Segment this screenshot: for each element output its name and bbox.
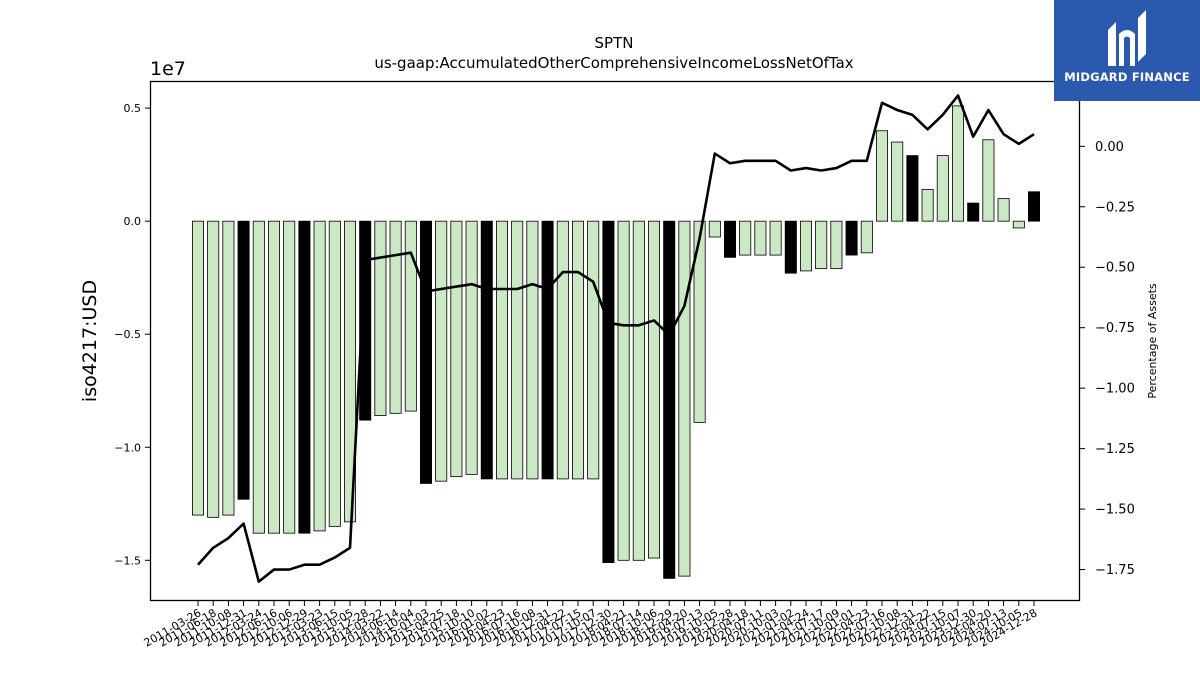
bar-2020-04-18 — [739, 220, 752, 256]
bar-2015-07-18 — [450, 220, 463, 478]
bar-2015-04-25 — [435, 220, 448, 482]
y2-axis-label: Percentage of Assets — [1146, 283, 1159, 399]
plot-frame — [149, 80, 1081, 602]
y2-tick-label: −0.50 — [1095, 261, 1135, 276]
bar-2014-10-04 — [404, 220, 417, 412]
midgard-finance-logo: MIDGARD FINANCE — [1054, 0, 1200, 101]
bar-2022-04-23 — [860, 220, 873, 254]
bar-2018-12-29 — [663, 220, 676, 579]
y-offset-text: 1e7 — [150, 58, 186, 80]
bar-2015-01-03 — [419, 220, 432, 484]
bar-2024-12-28 — [1028, 191, 1041, 222]
bar-2011-12-31 — [237, 220, 250, 500]
percentage-of-assets-line — [197, 94, 1035, 583]
bar-2024-10-05 — [1012, 220, 1025, 229]
bar-2014-03-22 — [374, 220, 387, 416]
bar-2023-07-15 — [936, 155, 949, 222]
bar-2022-12-31 — [906, 155, 919, 222]
bar-2016-04-23 — [495, 220, 508, 480]
bar-2016-10-08 — [526, 220, 539, 480]
logo-mark-icon — [1108, 10, 1146, 66]
bar-2017-12-30 — [602, 220, 615, 563]
bar-2018-07-14 — [632, 220, 645, 561]
bar-2023-10-07 — [952, 105, 965, 222]
bar-2012-03-24 — [252, 220, 265, 534]
bar-2020-07-11 — [754, 220, 767, 256]
bar-2021-04-24 — [800, 220, 813, 272]
y2-tick-label: −0.75 — [1095, 321, 1135, 336]
bar-2011-06-18 — [207, 220, 220, 518]
bar-2017-10-07 — [587, 220, 600, 480]
y-tick-label: 0.5 — [124, 102, 142, 115]
bar-2018-04-21 — [617, 220, 630, 561]
logo-text: MIDGARD FINANCE — [1064, 70, 1190, 84]
bar-2016-07-16 — [511, 220, 524, 480]
bar-2018-10-06 — [648, 220, 661, 559]
bar-2013-06-15 — [328, 220, 341, 527]
bar-2019-10-05 — [708, 220, 721, 238]
bar-2015-10-10 — [465, 220, 478, 475]
chart-subtitle: us-gaap:AccumulatedOtherComprehensiveInc… — [374, 54, 853, 72]
bar-2021-01-02 — [784, 220, 797, 274]
bar-2013-10-05 — [343, 220, 356, 523]
y2-tick-label: −0.25 — [1095, 200, 1135, 215]
bar-2017-04-22 — [556, 220, 569, 480]
bar-2013-12-28 — [359, 220, 372, 421]
bar-2023-12-30 — [967, 202, 980, 222]
bar-2024-07-13 — [997, 198, 1010, 222]
bar-2012-12-29 — [298, 220, 311, 534]
y-axis-label: iso4217:USD — [79, 280, 101, 402]
y2-tick-label: 0.00 — [1095, 140, 1124, 155]
bar-2012-10-06 — [283, 220, 296, 534]
bar-2011-03-26 — [191, 220, 204, 516]
bar-2023-04-22 — [921, 189, 934, 222]
y-tick-label: −1.5 — [114, 554, 141, 567]
y2-tick-label: −1.50 — [1095, 503, 1135, 518]
y2-tick-label: −1.00 — [1095, 382, 1135, 397]
bar-2017-07-15 — [572, 220, 585, 480]
y-tick-label: 0.0 — [124, 215, 142, 228]
bar-2021-07-17 — [815, 220, 828, 270]
bar-2014-06-14 — [389, 220, 402, 414]
chart-title: SPTN — [595, 34, 634, 52]
bar-2016-12-31 — [541, 220, 554, 480]
y-tick-label: −1.0 — [114, 441, 141, 454]
bar-2024-04-20 — [982, 139, 995, 222]
bar-2016-01-02 — [480, 220, 493, 480]
bar-2022-07-16 — [876, 130, 889, 222]
bar-2013-03-23 — [313, 220, 326, 532]
bar-2019-04-20 — [678, 220, 691, 577]
bar-2022-01-01 — [845, 220, 858, 256]
y2-tick-label: −1.75 — [1095, 563, 1135, 578]
bar-2022-10-08 — [891, 141, 904, 222]
bar-2020-10-03 — [769, 220, 782, 256]
bar-2012-06-16 — [267, 220, 280, 534]
bar-2021-10-09 — [830, 220, 843, 270]
bar-2011-10-08 — [222, 220, 235, 516]
bar-2019-12-28 — [724, 220, 737, 258]
y2-tick-label: −1.25 — [1095, 442, 1135, 457]
bar-2019-07-13 — [693, 220, 706, 423]
y-tick-label: −0.5 — [114, 328, 141, 341]
